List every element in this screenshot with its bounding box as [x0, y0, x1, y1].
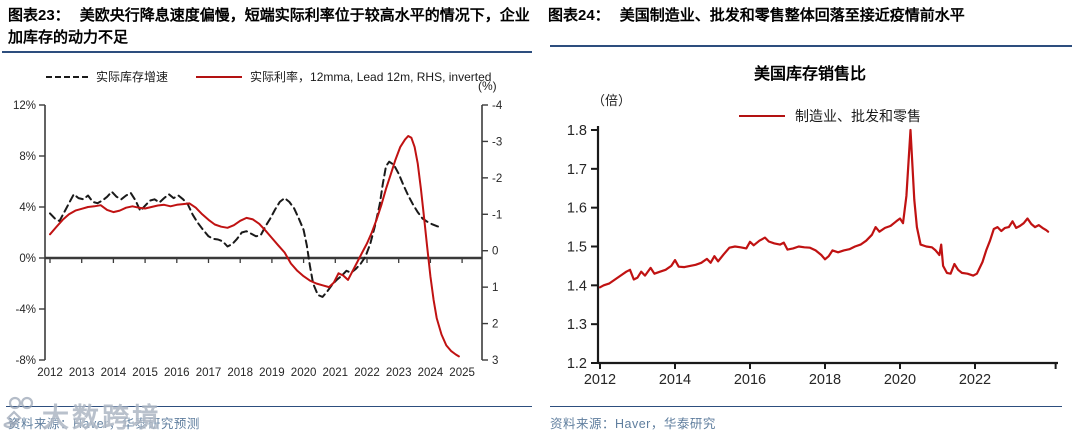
- source-divider: [550, 406, 1062, 407]
- svg-text:2017: 2017: [196, 367, 222, 379]
- svg-text:-8%: -8%: [16, 355, 36, 367]
- svg-text:2024: 2024: [418, 367, 444, 379]
- legend-label-real-rate: 实际利率，12mma, Lead 12m, RHS, inverted: [250, 70, 492, 84]
- svg-text:1.5: 1.5: [567, 240, 587, 256]
- legend-label-mfg-wholesale-retail: 制造业、批发和零售: [795, 108, 921, 124]
- svg-text:2014: 2014: [659, 372, 691, 388]
- svg-text:2016: 2016: [734, 372, 766, 388]
- dashed-line-sample: [46, 75, 88, 78]
- figure-24-legend: 制造业、批发和零售: [540, 106, 1080, 126]
- svg-text:2: 2: [492, 319, 498, 331]
- title-divider: [2, 51, 532, 53]
- svg-text:2018: 2018: [227, 367, 253, 379]
- figure-23-label: 图表23：: [8, 7, 70, 24]
- figure-24-label: 图表24：: [548, 7, 610, 24]
- svg-text:1.3: 1.3: [567, 317, 587, 333]
- svg-text:1.8: 1.8: [567, 123, 587, 139]
- svg-text:12%: 12%: [13, 100, 36, 112]
- legend-label-inventory-growth: 实际库存增速: [96, 70, 169, 84]
- svg-text:-4%: -4%: [16, 304, 36, 316]
- chart-24-inner-title: 美国库存销售比: [753, 66, 866, 83]
- figure-23-panel: 图表23： 美欧央行降息速度偏慢，短端实际利率位于较高水平的情况下，企业加库存的动…: [2, 5, 532, 433]
- y-axis-unit-label: （倍）: [592, 93, 632, 108]
- svg-text:2013: 2013: [69, 367, 95, 379]
- svg-text:4%: 4%: [19, 202, 36, 214]
- figure-23-title-text: 美欧央行降息速度偏慢，短端实际利率位于较高水平的情况下，企业加库存的动力不足: [8, 7, 530, 46]
- svg-text:0%: 0%: [19, 253, 36, 265]
- title-divider: [550, 45, 1072, 47]
- svg-text:-4: -4: [492, 100, 503, 112]
- figure-23-title: 图表23： 美欧央行降息速度偏慢，短端实际利率位于较高水平的情况下，企业加库存的动…: [8, 5, 530, 49]
- svg-text:-2: -2: [492, 173, 502, 185]
- solid-line-sample: [739, 115, 785, 117]
- figure-24-panel: 图表24： 美国制造业、批发和零售整体回落至接近疫情前水平 美国库存销售比 （倍）…: [540, 0, 1080, 440]
- svg-text:2022: 2022: [354, 367, 380, 379]
- svg-text:2019: 2019: [259, 367, 285, 379]
- svg-text:2012: 2012: [37, 367, 63, 379]
- svg-text:-3: -3: [492, 136, 502, 148]
- figure-23-source: 资料来源：Haver，华泰研究预测: [8, 417, 200, 431]
- svg-text:1.7: 1.7: [567, 162, 587, 178]
- solid-line-sample: [196, 75, 243, 78]
- svg-text:2014: 2014: [101, 367, 127, 379]
- svg-text:1.6: 1.6: [567, 201, 587, 217]
- svg-text:-1: -1: [492, 209, 502, 221]
- legend-item-real-rate: 实际利率，12mma, Lead 12m, RHS, inverted: [196, 68, 491, 85]
- svg-text:8%: 8%: [19, 151, 36, 163]
- figure-23-legend: 实际库存增速 实际利率，12mma, Lead 12m, RHS, invert…: [46, 68, 491, 85]
- figure-24-source: 资料来源：Haver，华泰研究: [550, 417, 716, 431]
- legend-item-inventory-growth: 实际库存增速: [46, 68, 168, 85]
- source-divider: [6, 406, 532, 407]
- svg-text:2012: 2012: [584, 372, 616, 388]
- svg-text:2020: 2020: [884, 372, 916, 388]
- svg-text:1.2: 1.2: [567, 356, 587, 372]
- svg-text:1.4: 1.4: [567, 278, 587, 294]
- svg-text:2020: 2020: [291, 367, 317, 379]
- svg-text:0: 0: [492, 246, 498, 258]
- right-axis-unit-label: (%): [478, 79, 497, 93]
- svg-text:3: 3: [492, 355, 498, 367]
- svg-text:2021: 2021: [323, 367, 349, 379]
- inventory-vs-real-rate-chart: 12% 8% 4% 0% -4% -8% -4 -3 -2 -1 0 1 2 3 2012 2013 2014 2…: [13, 100, 503, 379]
- svg-text:2022: 2022: [959, 372, 991, 388]
- svg-text:1: 1: [492, 282, 498, 294]
- svg-text:2025: 2025: [449, 367, 475, 379]
- figure-24-title-text: 美国制造业、批发和零售整体回落至接近疫情前水平: [619, 7, 965, 24]
- svg-text:2023: 2023: [386, 367, 412, 379]
- svg-text:2015: 2015: [132, 367, 158, 379]
- figure-24-title: 图表24： 美国制造业、批发和零售整体回落至接近疫情前水平: [548, 5, 1070, 27]
- svg-text:2018: 2018: [809, 372, 841, 388]
- svg-text:2016: 2016: [164, 367, 190, 379]
